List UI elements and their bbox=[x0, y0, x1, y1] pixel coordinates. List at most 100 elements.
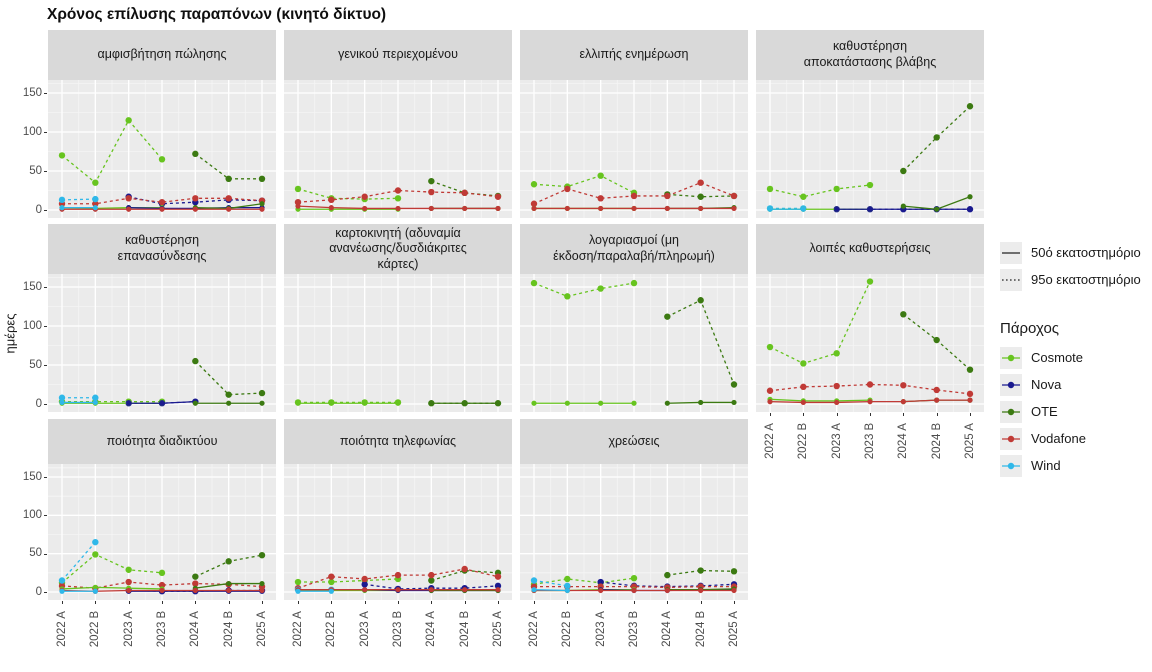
x-tick-mark bbox=[567, 601, 569, 604]
x-tick-mark bbox=[936, 413, 938, 416]
x-tick-label: 2022 B bbox=[797, 422, 810, 460]
facet-panel bbox=[520, 464, 748, 600]
y-tick-label: 150 bbox=[22, 86, 42, 99]
provider-label: Vodafone bbox=[1031, 431, 1086, 446]
y-tick-mark bbox=[44, 287, 47, 288]
x-tick-mark bbox=[464, 601, 466, 604]
y-tick-mark bbox=[44, 210, 47, 211]
y-tick-label: 50 bbox=[29, 547, 42, 560]
facet-title: ποιότητα διαδικτύου bbox=[106, 433, 218, 448]
facet-title: αμφισβήτηση πώλησης bbox=[97, 47, 227, 62]
x-tick-mark bbox=[970, 413, 971, 416]
facet-plot-area bbox=[520, 464, 748, 600]
legend-item-provider: OTE bbox=[1000, 398, 1152, 425]
facet-strip: γενικού περιεχομένου bbox=[284, 30, 512, 80]
facet-strip: ποιότητα διαδικτύου bbox=[48, 419, 276, 464]
legend-label-p95: 95ο εκατοστημόριο bbox=[1031, 272, 1141, 287]
facet-strip: χρεώσεις bbox=[520, 419, 748, 464]
facet-panel bbox=[284, 464, 512, 600]
facet-panel bbox=[520, 274, 748, 412]
facet-panel bbox=[284, 274, 512, 412]
facet-title: λοιπές καθυστερήσεις bbox=[809, 241, 931, 256]
wind-key-icon bbox=[1000, 454, 1022, 477]
x-tick-mark bbox=[634, 601, 635, 604]
y-tick-mark bbox=[44, 592, 47, 593]
facet-title: λογαριασμοί (μη έκδοση/παραλαβή/πληρωμή) bbox=[553, 233, 715, 263]
ote-key-icon bbox=[1000, 400, 1022, 423]
x-tick-mark bbox=[128, 601, 130, 604]
page-title: Χρόνος επίλυσης παραπόνων (κινητό δίκτυο… bbox=[47, 6, 387, 23]
x-tick-label: 2022 A bbox=[56, 611, 68, 647]
facet-plot-area bbox=[48, 464, 276, 600]
y-tick-label: 0 bbox=[35, 397, 42, 410]
y-tick-label: 150 bbox=[22, 470, 42, 483]
facet-panel bbox=[48, 464, 276, 600]
x-tick-mark bbox=[803, 413, 805, 416]
provider-label: OTE bbox=[1031, 404, 1058, 419]
y-tick-mark bbox=[44, 553, 47, 555]
facet-panel bbox=[756, 274, 984, 412]
y-tick-label: 0 bbox=[35, 585, 42, 598]
facet-title: καρτοκινητή (αδυναμία ανανέωσης/δυσδιάκρ… bbox=[329, 225, 467, 271]
facet-plot-area bbox=[520, 274, 748, 412]
provider-label: Nova bbox=[1031, 377, 1062, 392]
x-tick-label: 2023 A bbox=[594, 611, 607, 647]
y-tick-mark bbox=[44, 93, 47, 94]
x-tick-mark bbox=[836, 413, 838, 416]
x-tick-label: 2024 A bbox=[425, 611, 438, 647]
y-tick-mark bbox=[44, 171, 47, 172]
x-tick-label: 2024 B bbox=[458, 610, 471, 648]
x-tick-label: 2024 B bbox=[694, 610, 707, 648]
x-tick-mark bbox=[667, 601, 669, 604]
facet-title: καθυστέρηση αποκατάστασης βλάβης bbox=[803, 39, 937, 69]
x-tick-label: 2022 B bbox=[325, 610, 338, 648]
provider-label: Wind bbox=[1031, 458, 1061, 473]
legend-item-provider: Nova bbox=[1000, 371, 1152, 398]
x-tick-mark bbox=[431, 601, 433, 604]
facet-title: ποιότητα τηλεφωνίας bbox=[339, 433, 457, 448]
x-tick-label: 2024 A bbox=[189, 611, 202, 647]
facet-strip: λοιπές καθυστερήσεις bbox=[756, 224, 984, 274]
y-tick-mark bbox=[44, 132, 47, 133]
x-tick-mark bbox=[228, 601, 230, 604]
y-tick-label: 50 bbox=[29, 358, 42, 371]
y-tick-mark bbox=[44, 326, 47, 327]
cosmote-key-icon bbox=[1000, 346, 1022, 369]
y-tick-label: 0 bbox=[35, 203, 42, 216]
x-tick-mark bbox=[62, 601, 63, 604]
x-tick-label: 2023 B bbox=[628, 610, 640, 648]
x-tick-label: 2022 A bbox=[764, 423, 776, 459]
x-tick-mark bbox=[262, 601, 263, 604]
facet-plot-area bbox=[48, 274, 276, 412]
y-tick-label: 100 bbox=[22, 125, 42, 138]
y-tick-label: 100 bbox=[22, 319, 42, 332]
solid-line-key-icon bbox=[1000, 241, 1022, 264]
facet-panel bbox=[756, 80, 984, 218]
facet-strip: καθυστέρηση επανασύνδεσης bbox=[48, 224, 276, 274]
vodafone-key-icon bbox=[1000, 427, 1022, 450]
y-tick-label: 150 bbox=[22, 280, 42, 293]
facet-plot-area bbox=[284, 274, 512, 412]
x-tick-label: 2025 A bbox=[256, 611, 268, 647]
facet-strip: καθυστέρηση αποκατάστασης βλάβης bbox=[756, 30, 984, 80]
provider-legend: Cosmote Nova OTE Vodafone Wind bbox=[1000, 344, 1152, 479]
facet-plot-area bbox=[48, 80, 276, 218]
x-tick-mark bbox=[364, 601, 366, 604]
x-tick-mark bbox=[534, 601, 535, 604]
y-axis-label: ημέρες bbox=[2, 313, 18, 354]
x-tick-mark bbox=[498, 601, 499, 604]
legend-item-provider: Wind bbox=[1000, 452, 1152, 479]
legend: 50ό εκατοστημόριο 95ο εκατοστημόριο Πάρο… bbox=[1000, 239, 1152, 479]
facet-title: καθυστέρηση επανασύνδεσης bbox=[117, 233, 207, 263]
x-tick-mark bbox=[903, 413, 905, 416]
x-tick-label: 2023 B bbox=[864, 422, 876, 460]
x-tick-mark bbox=[770, 413, 771, 416]
provider-label: Cosmote bbox=[1031, 350, 1084, 365]
legend-item-p95: 95ο εκατοστημόριο bbox=[1000, 266, 1152, 293]
legend-item-provider: Vodafone bbox=[1000, 425, 1152, 452]
facet-panel bbox=[48, 274, 276, 412]
facet-title: γενικού περιεχομένου bbox=[338, 47, 458, 62]
legend-item-provider: Cosmote bbox=[1000, 344, 1152, 371]
facet-panel bbox=[520, 80, 748, 218]
facet-plot-area bbox=[284, 464, 512, 600]
